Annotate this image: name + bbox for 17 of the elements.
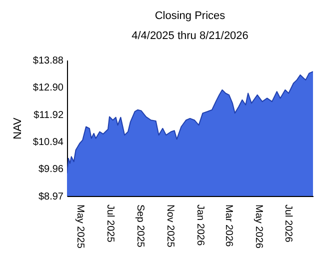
chart-subtitle: 4/4/2025 thru 8/21/2026 (132, 30, 248, 42)
y-tick-label: $10.94 (32, 136, 64, 148)
y-tick-label: $13.88 (32, 56, 64, 66)
y-axis-title: NAV (12, 116, 24, 140)
x-tick-label: Mar 2026 (223, 204, 234, 248)
x-tick-label: Sep 2025 (134, 204, 146, 248)
chart-title: Closing Prices (154, 10, 226, 22)
x-tick-label: May 2026 (252, 204, 264, 249)
x-tick-label: Jan 2026 (194, 204, 206, 246)
x-tick-label: Jul 2026 (282, 204, 294, 243)
x-tick-label: Jul 2025 (104, 204, 116, 243)
x-tick-label: Nov 2025 (164, 204, 176, 248)
x-tick-label: May 2025 (74, 204, 86, 249)
y-tick-label: $11.92 (34, 110, 64, 121)
y-tick-label: $9.96 (38, 164, 64, 176)
y-tick-label: $12.90 (32, 82, 64, 94)
y-tick-label: $8.97 (38, 192, 64, 202)
